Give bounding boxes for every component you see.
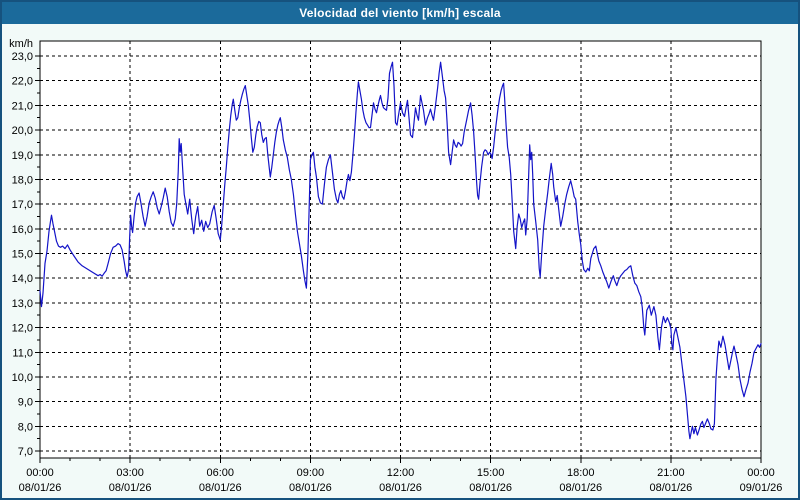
wind-speed-series-line bbox=[39, 61, 762, 440]
x-tick-time-label: 12:00 bbox=[387, 467, 415, 479]
y-tick-label: 9,0 bbox=[18, 397, 33, 409]
chart-title: Velocidad del viento [km/h] escala bbox=[299, 6, 501, 20]
y-tick-label: 21,0 bbox=[12, 100, 33, 112]
x-tick-time-label: 18:00 bbox=[567, 467, 595, 479]
x-tick-date-label: 08/01/26 bbox=[19, 482, 62, 494]
y-tick-label: 13,0 bbox=[12, 298, 33, 310]
x-tick-time-label: 00:00 bbox=[26, 467, 54, 479]
y-tick-label: 20,0 bbox=[12, 125, 33, 137]
y-tick-label: 14,0 bbox=[12, 273, 33, 285]
x-tick-date-label: 08/01/26 bbox=[379, 482, 422, 494]
y-tick-label: 12,0 bbox=[12, 323, 33, 335]
chart-title-bar: Velocidad del viento [km/h] escala bbox=[2, 2, 798, 24]
plot-area bbox=[39, 40, 762, 459]
y-tick-label: 16,0 bbox=[12, 224, 33, 236]
x-tick-date-label: 08/01/26 bbox=[289, 482, 332, 494]
wind-speed-chart: 7,0 8,0 9,0 10,0 11,0 12,0 13,0 14,0 15,0 16,0 17,… bbox=[9, 38, 783, 494]
y-axis-unit-label: km/h bbox=[9, 38, 33, 50]
x-tick-time-label: 06:00 bbox=[206, 467, 234, 479]
y-tick-label: 8,0 bbox=[18, 421, 33, 433]
x-tick-date-label: 08/01/26 bbox=[649, 482, 692, 494]
y-tick-label: 23,0 bbox=[12, 51, 33, 63]
x-tick-date-label: 08/01/26 bbox=[469, 482, 512, 494]
x-tick-time-label: 21:00 bbox=[657, 467, 685, 479]
y-tick-label: 19,0 bbox=[12, 150, 33, 162]
x-tick-date-label: 09/01/26 bbox=[740, 482, 783, 494]
x-tick-date-label: 08/01/26 bbox=[199, 482, 242, 494]
x-tick-date-label: 08/01/26 bbox=[559, 482, 602, 494]
y-tick-label: 15,0 bbox=[12, 249, 33, 261]
x-tick-date-label: 08/01/26 bbox=[109, 482, 152, 494]
x-tick-time-label: 03:00 bbox=[116, 467, 144, 479]
y-tick-label: 7,0 bbox=[18, 446, 33, 458]
y-tick-label: 17,0 bbox=[12, 199, 33, 211]
y-tick-label: 22,0 bbox=[12, 76, 33, 88]
y-tick-label: 18,0 bbox=[12, 174, 33, 186]
x-tick-time-label: 09:00 bbox=[297, 467, 325, 479]
x-tick-time-label: 15:00 bbox=[477, 467, 505, 479]
x-tick-time-label: 00:00 bbox=[747, 467, 775, 479]
y-tick-label: 10,0 bbox=[12, 372, 33, 384]
y-tick-label: 11,0 bbox=[12, 347, 33, 359]
